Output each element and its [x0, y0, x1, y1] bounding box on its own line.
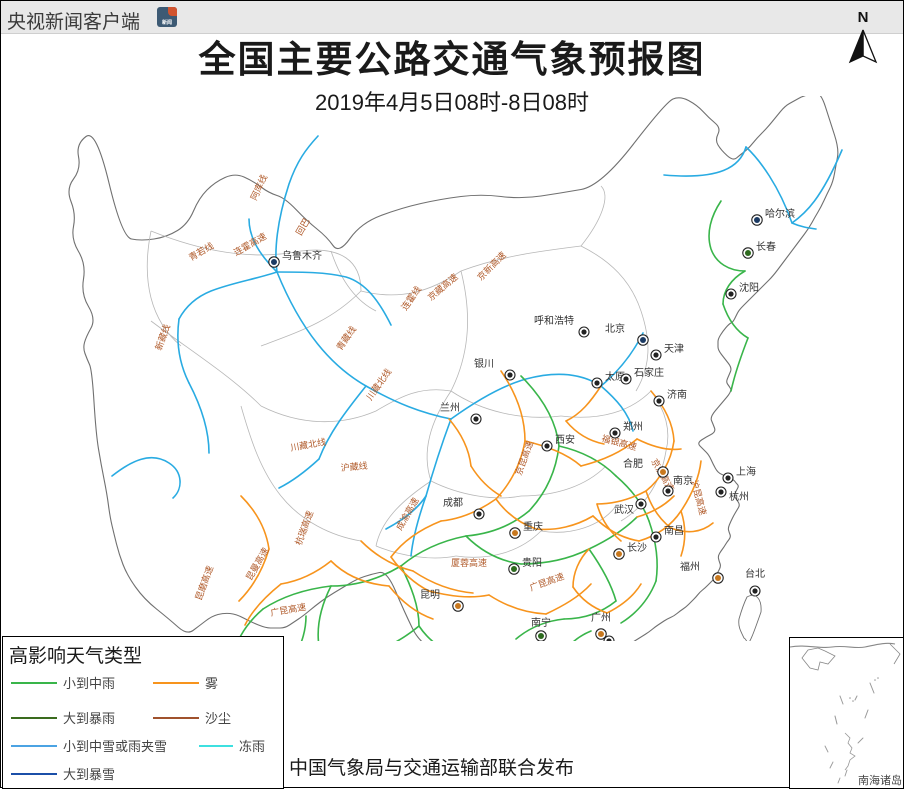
svg-text:西安: 西安 — [555, 433, 575, 446]
svg-text:合肥: 合肥 — [623, 457, 643, 470]
svg-text:兰州: 兰州 — [440, 401, 460, 414]
svg-text:南昌: 南昌 — [664, 524, 684, 537]
svg-text:呼和浩特: 呼和浩特 — [534, 315, 574, 327]
svg-text:贵阳: 贵阳 — [522, 556, 542, 569]
svg-text:乌鲁木齐: 乌鲁木齐 — [282, 249, 322, 262]
svg-text:重庆: 重庆 — [523, 520, 543, 533]
svg-text:南宁: 南宁 — [531, 616, 551, 629]
svg-text:银川: 银川 — [474, 357, 494, 370]
svg-text:上海: 上海 — [736, 465, 756, 478]
svg-text:郑州: 郑州 — [623, 420, 643, 433]
svg-text:南海诸岛: 南海诸岛 — [858, 773, 902, 787]
svg-text:哈尔滨: 哈尔滨 — [765, 207, 795, 220]
svg-text:长沙: 长沙 — [627, 542, 647, 554]
svg-text:北京: 北京 — [605, 322, 625, 335]
svg-text:杭州: 杭州 — [729, 490, 749, 503]
svg-text:南京: 南京 — [673, 474, 693, 487]
svg-text:昆明: 昆明 — [420, 589, 440, 601]
svg-text:台北: 台北 — [745, 567, 765, 580]
svg-text:长春: 长春 — [756, 241, 776, 253]
svg-text:厦蓉高速: 厦蓉高速 — [451, 557, 487, 568]
svg-text:成都: 成都 — [443, 497, 463, 509]
svg-text:济南: 济南 — [667, 388, 687, 401]
svg-text:武汉: 武汉 — [614, 503, 634, 516]
svg-text:福州: 福州 — [680, 560, 700, 573]
svg-text:石家庄: 石家庄 — [634, 366, 664, 379]
svg-text:沈阳: 沈阳 — [739, 281, 759, 294]
svg-text:天津: 天津 — [664, 343, 684, 355]
svg-text:广州: 广州 — [591, 612, 611, 624]
